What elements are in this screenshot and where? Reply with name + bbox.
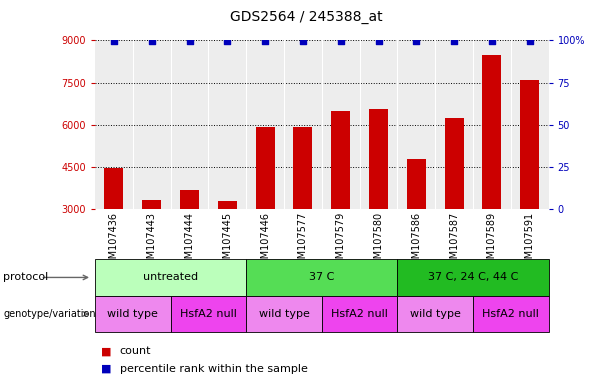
Point	[109, 38, 119, 44]
Bar	[473, 40, 511, 209]
Text: wild type: wild type	[410, 309, 460, 319]
Text: GDS2564 / 245388_at: GDS2564 / 245388_at	[230, 10, 383, 23]
Text: HsfA2 null: HsfA2 null	[482, 309, 539, 319]
Bar	[331, 111, 350, 209]
Text: HsfA2 null: HsfA2 null	[180, 309, 237, 319]
Text: ■: ■	[101, 346, 112, 356]
Text: protocol: protocol	[3, 272, 48, 283]
Point	[411, 38, 421, 44]
Bar	[482, 55, 501, 209]
Bar	[133, 40, 170, 209]
Bar	[208, 40, 246, 209]
Point	[487, 38, 497, 44]
Text: 37 C: 37 C	[309, 272, 335, 283]
Bar	[444, 118, 463, 209]
Text: wild type: wild type	[259, 309, 310, 319]
Point	[525, 38, 535, 44]
Point	[223, 38, 232, 44]
Bar	[218, 201, 237, 209]
Bar	[104, 167, 123, 209]
Point	[373, 38, 384, 44]
Bar	[360, 40, 397, 209]
Bar	[284, 40, 322, 209]
Text: genotype/variation: genotype/variation	[3, 309, 96, 319]
Bar	[256, 127, 275, 209]
Bar	[142, 200, 161, 209]
Bar	[407, 159, 426, 209]
Point	[449, 38, 459, 44]
Text: untreated: untreated	[143, 272, 198, 283]
Point	[260, 38, 270, 44]
Bar	[369, 109, 388, 209]
Bar	[397, 40, 435, 209]
Bar	[246, 40, 284, 209]
Bar	[95, 40, 133, 209]
Bar	[520, 80, 539, 209]
Bar	[294, 127, 313, 209]
Point	[298, 38, 308, 44]
Bar	[322, 40, 360, 209]
Text: ■: ■	[101, 364, 112, 374]
Text: percentile rank within the sample: percentile rank within the sample	[120, 364, 307, 374]
Text: HsfA2 null: HsfA2 null	[331, 309, 388, 319]
Bar	[170, 40, 208, 209]
Text: wild type: wild type	[107, 309, 158, 319]
Point	[336, 38, 346, 44]
Bar	[180, 190, 199, 209]
Text: count: count	[120, 346, 151, 356]
Bar	[435, 40, 473, 209]
Point	[185, 38, 194, 44]
Text: 37 C, 24 C, 44 C: 37 C, 24 C, 44 C	[428, 272, 518, 283]
Point	[147, 38, 156, 44]
Bar	[511, 40, 549, 209]
